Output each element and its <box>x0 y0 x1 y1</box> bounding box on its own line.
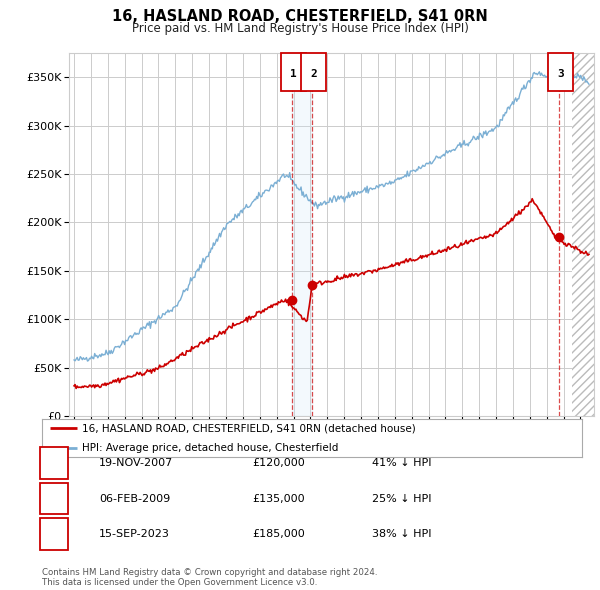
Text: Contains HM Land Registry data © Crown copyright and database right 2024.
This d: Contains HM Land Registry data © Crown c… <box>42 568 377 587</box>
Text: 1: 1 <box>290 69 296 79</box>
Bar <box>292 53 312 416</box>
Text: 41% ↓ HPI: 41% ↓ HPI <box>372 458 431 468</box>
Text: 16, HASLAND ROAD, CHESTERFIELD, S41 0RN (detached house): 16, HASLAND ROAD, CHESTERFIELD, S41 0RN … <box>83 424 416 434</box>
Text: 06-FEB-2009: 06-FEB-2009 <box>99 494 170 503</box>
Text: 19-NOV-2007: 19-NOV-2007 <box>99 458 173 468</box>
Text: 2: 2 <box>50 494 58 503</box>
Text: 16, HASLAND ROAD, CHESTERFIELD, S41 0RN: 16, HASLAND ROAD, CHESTERFIELD, S41 0RN <box>112 9 488 24</box>
Text: £135,000: £135,000 <box>252 494 305 503</box>
Text: 25% ↓ HPI: 25% ↓ HPI <box>372 494 431 503</box>
Text: 2: 2 <box>310 69 317 79</box>
FancyBboxPatch shape <box>548 53 573 91</box>
FancyBboxPatch shape <box>301 53 326 91</box>
Text: 1: 1 <box>50 458 58 468</box>
Text: Price paid vs. HM Land Registry's House Price Index (HPI): Price paid vs. HM Land Registry's House … <box>131 22 469 35</box>
Text: £185,000: £185,000 <box>252 529 305 539</box>
Text: 38% ↓ HPI: 38% ↓ HPI <box>372 529 431 539</box>
Text: HPI: Average price, detached house, Chesterfield: HPI: Average price, detached house, Ches… <box>83 442 339 453</box>
Bar <box>572 53 594 416</box>
Text: 3: 3 <box>50 529 58 539</box>
Text: 3: 3 <box>557 69 563 79</box>
Text: 15-SEP-2023: 15-SEP-2023 <box>99 529 170 539</box>
Text: £120,000: £120,000 <box>252 458 305 468</box>
FancyBboxPatch shape <box>281 53 306 91</box>
